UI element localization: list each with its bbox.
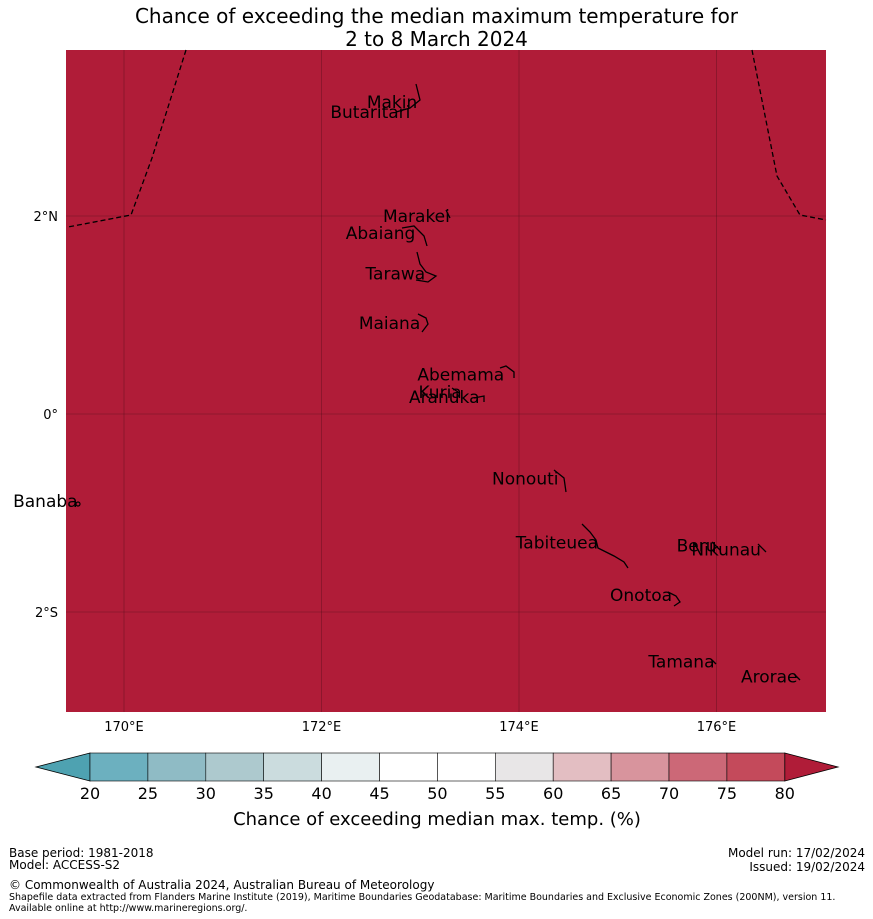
island-outline	[757, 543, 767, 553]
island-label: Makin	[367, 93, 417, 113]
colorbar-extend-low	[34, 752, 91, 782]
eez-boundary-west	[67, 49, 187, 228]
model-run: Model run: 17/02/2024	[727, 846, 865, 860]
eez-boundary-east	[751, 49, 827, 221]
island-outline	[75, 501, 81, 507]
island-outline	[581, 523, 629, 569]
island-outline	[401, 225, 428, 247]
island-outline	[415, 251, 438, 283]
island-label: Tamana	[647, 653, 714, 673]
island-outline	[499, 365, 515, 378]
colorbar-tick-label: 20	[80, 784, 100, 803]
map-title-line2: 2 to 8 March 2024	[345, 27, 528, 51]
copyright: © Commonwealth of Australia 2024, Austra…	[9, 878, 435, 892]
island-label: Nikunau	[691, 541, 761, 561]
lon-tick-label: 172°E	[302, 720, 342, 735]
colorbar-tick-label: 55	[485, 784, 505, 803]
island-label: Marakei	[383, 207, 450, 227]
island-label: Banaba	[13, 492, 77, 512]
island-outline	[711, 659, 717, 665]
island-label: Kuria	[419, 383, 462, 403]
colorbar-segment	[147, 752, 207, 782]
island-outline	[793, 673, 801, 681]
island-outline	[417, 313, 429, 333]
colorbar-segment	[437, 752, 496, 782]
island-outline	[395, 83, 421, 113]
colorbar-tick-label: 30	[196, 784, 216, 803]
colorbar-segment	[205, 752, 265, 782]
colorbar-segment	[610, 752, 670, 782]
colorbar-tick-label: 75	[717, 784, 737, 803]
colorbar-segment	[668, 752, 728, 782]
colorbar-segment	[89, 752, 149, 782]
lat-tick-label: 2°N	[34, 210, 59, 225]
lon-tick-label: 170°E	[104, 720, 144, 735]
island-outline	[711, 541, 721, 551]
lon-tick-label: 176°E	[697, 720, 737, 735]
colorbar-tick-label: 25	[138, 784, 158, 803]
lat-tick-label: 0°	[43, 408, 58, 423]
issued-date: Issued: 19/02/2024	[749, 860, 865, 874]
base-period: Base period: 1981-2018	[9, 846, 154, 860]
island-label: Abaiang	[346, 224, 416, 244]
shapefile-credit: Shapefile data extracted from Flanders M…	[9, 892, 836, 914]
island-label: Butaritari	[330, 103, 410, 123]
colorbar-segment	[263, 752, 322, 782]
colorbar-tick-label: 45	[369, 784, 389, 803]
map-title-line1: Chance of exceeding the median maximum t…	[134, 4, 739, 28]
colorbar-tick-label: 80	[775, 784, 795, 803]
colorbar-label: Chance of exceeding median max. temp. (%…	[233, 809, 641, 830]
colorbar-tick-label: 50	[427, 784, 447, 803]
colorbar-extend-high	[784, 752, 840, 782]
model-name: Model: ACCESS-S2	[9, 858, 121, 872]
island-outline	[553, 469, 567, 493]
colorbar-segment	[321, 752, 380, 782]
colorbar-segment	[494, 752, 554, 782]
island-label: Maiana	[359, 314, 420, 334]
island-label: Beru	[677, 537, 717, 557]
lon-tick-label: 174°E	[499, 720, 539, 735]
island-label: Tabiteuea	[515, 534, 598, 554]
island-outline	[445, 209, 451, 219]
colorbar-tick-label: 70	[659, 784, 679, 803]
island-outline	[451, 387, 459, 393]
lat-tick-label: 2°S	[35, 606, 58, 621]
colorbar-segment	[552, 752, 612, 782]
island-label: Arorae	[741, 667, 798, 687]
island-label: Tarawa	[364, 264, 425, 284]
island-outline	[473, 395, 485, 402]
colorbar-tick-label: 60	[543, 784, 563, 803]
colorbar-tick-label: 40	[311, 784, 331, 803]
island-label: Aranuka	[409, 388, 480, 408]
island-label: Onotoa	[610, 586, 672, 606]
island-label: Nonouti	[492, 469, 558, 489]
colorbar-segment	[726, 752, 786, 782]
colorbar-tick-label: 35	[254, 784, 274, 803]
map-fill	[66, 50, 826, 712]
island-label: Abemama	[417, 365, 504, 385]
colorbar-segment	[379, 752, 438, 782]
island-outline	[667, 591, 681, 607]
colorbar-tick-label: 65	[601, 784, 621, 803]
